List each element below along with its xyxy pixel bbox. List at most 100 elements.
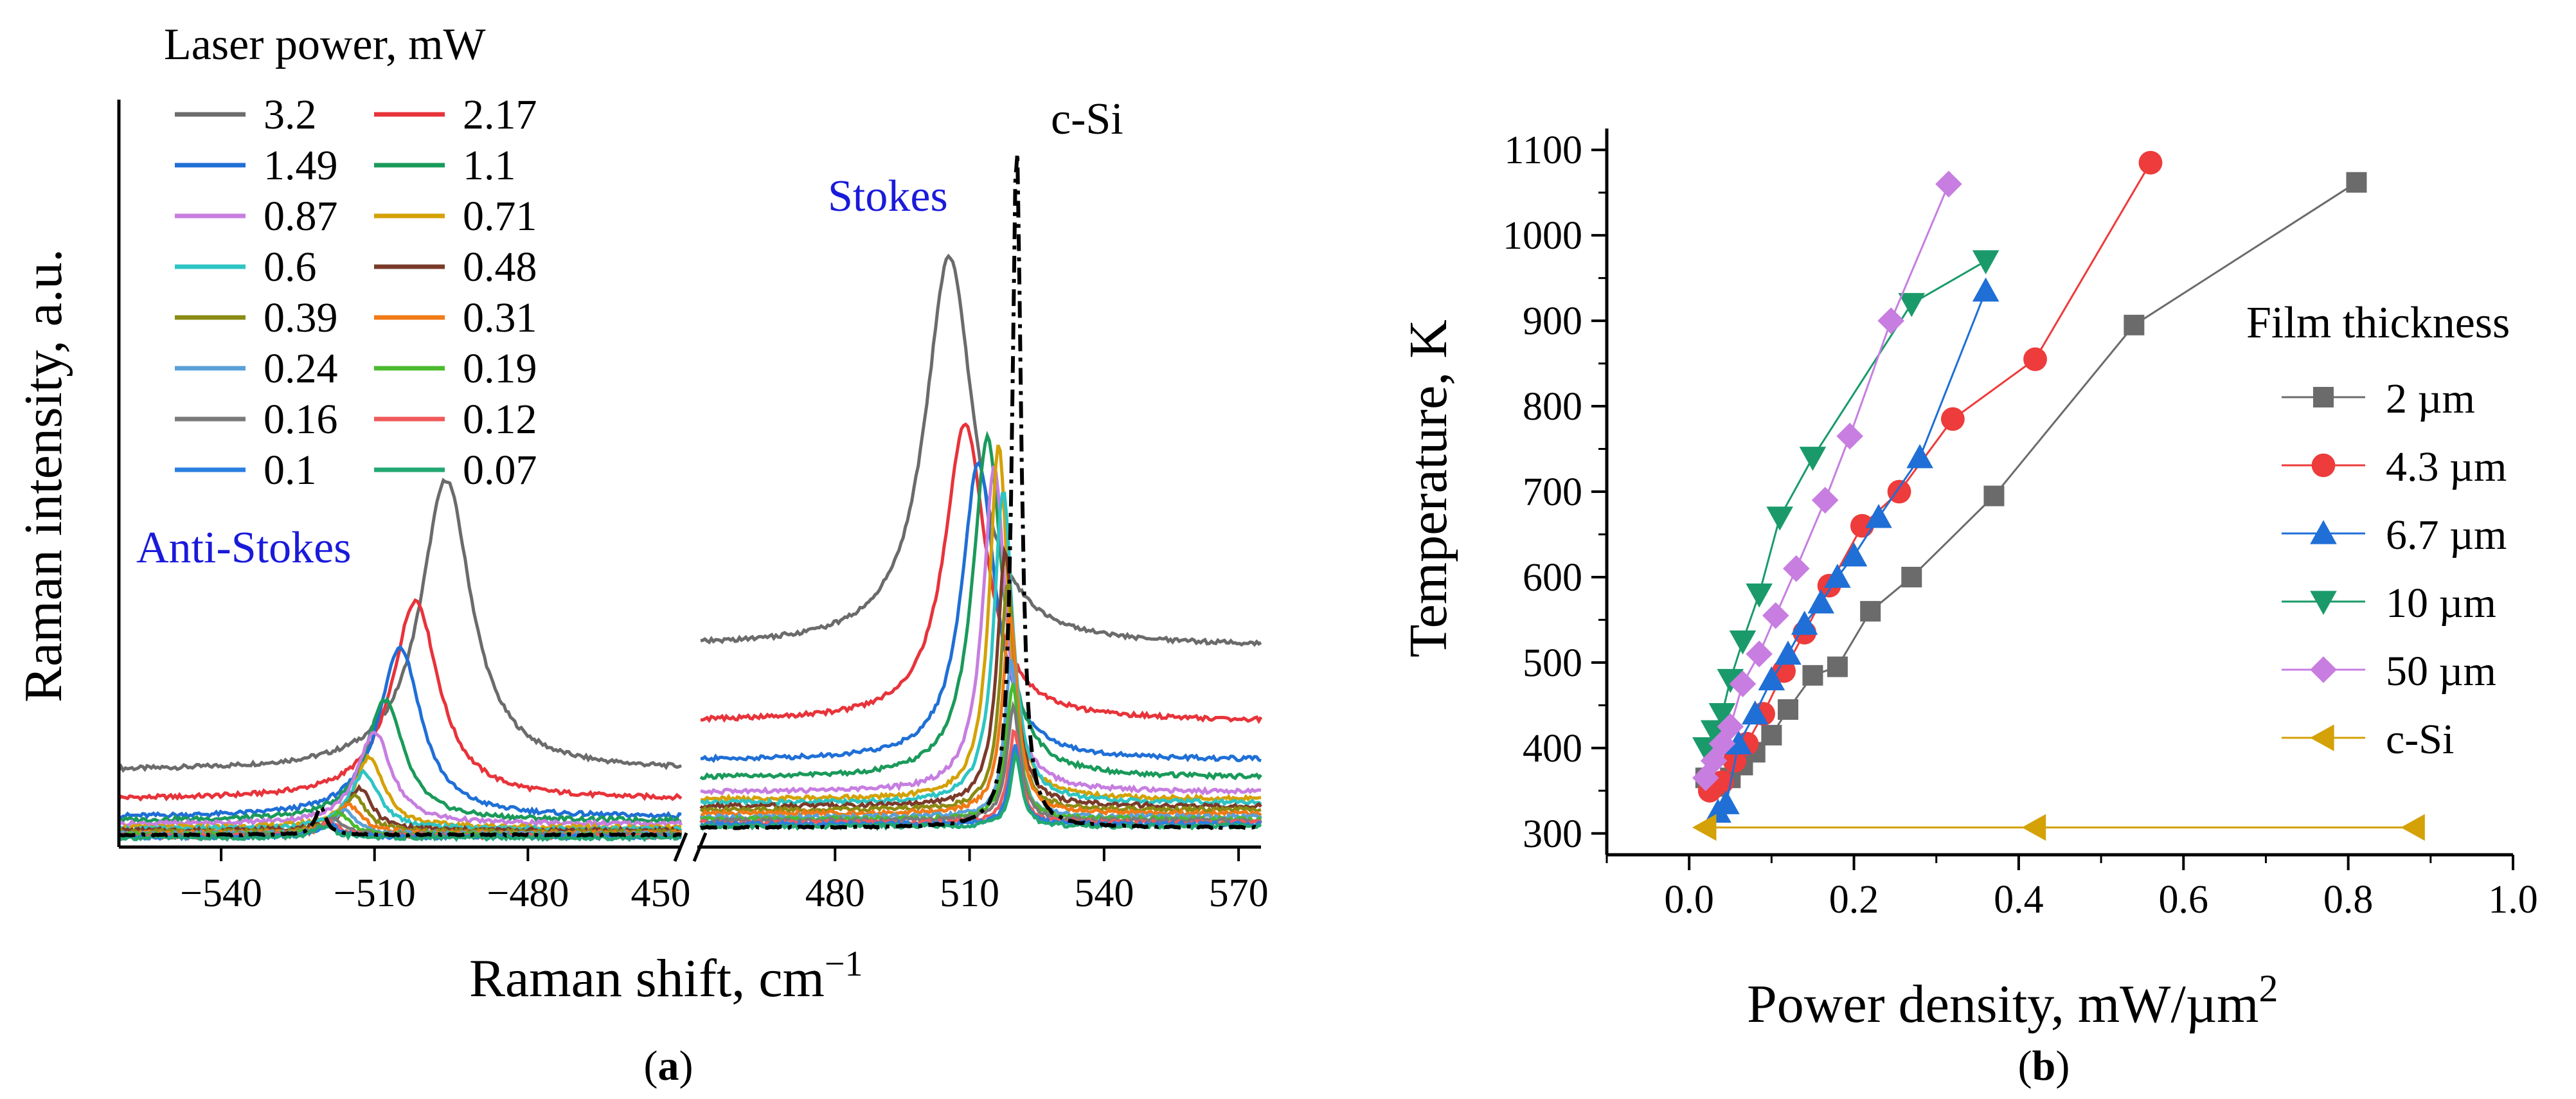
axis-break-mark-2 <box>692 832 708 862</box>
a-legend-label: 0.71 <box>463 193 537 240</box>
b-point-10-m <box>1898 292 1926 317</box>
anti-stokes-curve-3-2-mw <box>117 478 683 773</box>
a-legend-label: 1.49 <box>264 142 338 189</box>
b-point-50-m <box>1762 602 1789 629</box>
panel-a-spectra: −540 −510 −480 450 480 510 540 570 Raman shift,… <box>13 20 1269 1089</box>
a-left-tick-label: −540 <box>180 871 262 915</box>
b-point-6-7-m <box>1840 542 1868 567</box>
b-legend-label: 2 µm <box>2386 375 2475 422</box>
b-point-50-m <box>1717 713 1744 740</box>
b-point-50-m <box>1746 640 1773 668</box>
anti-stokes-curve-0-07-mw <box>118 824 682 843</box>
b-point-10-m <box>1717 668 1744 693</box>
stokes-curve-0-71-mw <box>700 444 1262 804</box>
stokes-curve-0-48-mw <box>699 545 1262 811</box>
b-x-tick-label: 0.8 <box>2323 878 2374 922</box>
b-y-tick-label: 900 <box>1523 299 1582 343</box>
b-point-50-m <box>1877 307 1905 334</box>
b-y-axis-title: Temperature, K <box>1399 319 1458 657</box>
a-break-edge-label: 450 <box>631 871 691 915</box>
b-y-tick-label: 800 <box>1523 385 1582 429</box>
b-point-6-7-m <box>1725 730 1752 755</box>
a-legend-label: 0.39 <box>264 294 338 341</box>
b-point-4-3-m <box>1772 659 1796 683</box>
b-legend-marker-6-7-m <box>2310 520 2337 544</box>
b-y-tick-label: 700 <box>1523 470 1582 514</box>
c-si-label: c-Si <box>1051 94 1123 144</box>
a-x-axis-title: Raman shift, cm−1 <box>469 944 863 1008</box>
a-right-tick-label: 480 <box>805 871 865 915</box>
axis-break-mark-1 <box>673 832 688 862</box>
b-point-50-m <box>1729 670 1757 697</box>
b-line-4-3-m <box>1709 162 2152 792</box>
b-legend-label: c-Si <box>2386 716 2454 763</box>
panel-b-label: (b) <box>2018 1042 2070 1089</box>
a-right-tick-label: 570 <box>1209 871 1269 915</box>
b-x-tick-label: 0.4 <box>1994 878 2044 922</box>
b-legend: 2 µm 4.3 µm 6.7 µm 10 µm 50 µm c-Si <box>2282 375 2507 763</box>
b-legend-marker-c-si <box>2310 724 2334 751</box>
a-legend-label: 0.24 <box>264 345 338 392</box>
b-point-2-m <box>2346 172 2367 193</box>
anti-stokes-curve-1-49-mw <box>118 645 682 820</box>
b-y-tick-label: 300 <box>1523 812 1582 856</box>
anti-stokes-curve-2-17-mw <box>118 598 683 802</box>
b-point-6-7-m <box>1824 564 1851 588</box>
b-point-6-7-m <box>1807 589 1835 614</box>
b-point-4-3-m <box>2023 347 2047 371</box>
stokes-curve-0-6-mw <box>700 491 1262 807</box>
stokes-label: Stokes <box>828 172 948 221</box>
b-line-2-m <box>1704 181 2357 788</box>
a-legend-label: 0.87 <box>264 193 338 240</box>
a-right-tick-label: 510 <box>940 871 999 915</box>
a-legend-label: 0.1 <box>264 447 317 494</box>
b-point-6-7-m <box>1741 700 1769 725</box>
anti-stokes-label: Anti-Stokes <box>136 523 351 573</box>
b-point-2-m <box>1802 665 1823 686</box>
b-point-2-m <box>1901 566 1922 587</box>
b-point-2-m <box>1761 724 1782 746</box>
panel-a-label: (a) <box>644 1042 693 1089</box>
b-y-tick-label: 1100 <box>1504 129 1582 172</box>
b-legend-marker-50-m <box>2310 656 2337 683</box>
b-x-tick-label: 0.0 <box>1664 878 1714 922</box>
a-x-ticks: −540 −510 −480 450 480 510 540 570 <box>180 847 1269 915</box>
b-point-c-si <box>1692 814 1717 841</box>
stokes-curve-3-2-mw <box>700 253 1262 647</box>
b-y-tick-label: 600 <box>1523 556 1582 600</box>
b-ticks: 0.0 0.2 0.4 0.6 0.8 1.0 300 400 500 600 700 800 900 1… <box>1503 129 2538 922</box>
a-legend-label: 0.07 <box>463 447 537 494</box>
a-legend-label: 2.17 <box>463 91 537 138</box>
anti-stokes-curve-0-87-mw <box>118 730 683 829</box>
a-right-tick-label: 540 <box>1074 871 1134 915</box>
a-legend-label: 0.31 <box>463 294 537 341</box>
b-legend-label: 10 µm <box>2386 580 2496 627</box>
b-x-tick-label: 0.6 <box>2159 878 2209 922</box>
b-series <box>1692 150 2425 841</box>
b-point-6-7-m <box>1713 790 1740 814</box>
b-x-axis-title: Power density, mW/µm2 <box>1747 967 2278 1034</box>
b-point-c-si <box>2021 814 2046 841</box>
b-point-2-m <box>2124 314 2145 335</box>
b-point-4-3-m <box>1940 407 1965 431</box>
b-point-6-7-m <box>1758 666 1785 691</box>
a-legend-label: 0.16 <box>264 396 338 443</box>
a-legend-title: Laser power, mW <box>164 20 486 69</box>
b-point-50-m <box>1935 170 1962 198</box>
b-point-6-7-m <box>1972 277 1999 302</box>
a-legend-label: 1.1 <box>463 142 516 189</box>
b-point-2-m <box>1827 656 1848 677</box>
b-point-50-m <box>1836 422 1863 450</box>
b-point-6-7-m <box>1791 611 1818 635</box>
a-left-tick-label: −480 <box>487 871 569 915</box>
a-legend-label: 0.48 <box>463 244 537 290</box>
b-legend-marker-10-m <box>2310 591 2337 615</box>
b-point-10-m <box>1972 250 1999 274</box>
b-y-tick-label: 400 <box>1523 727 1582 771</box>
a-legend-label: 0.6 <box>264 244 317 290</box>
b-x-tick-label: 0.2 <box>1829 878 1879 922</box>
b-point-c-si <box>2401 814 2425 841</box>
b-point-6-7-m <box>1775 640 1802 665</box>
b-point-2-m <box>1778 699 1798 720</box>
